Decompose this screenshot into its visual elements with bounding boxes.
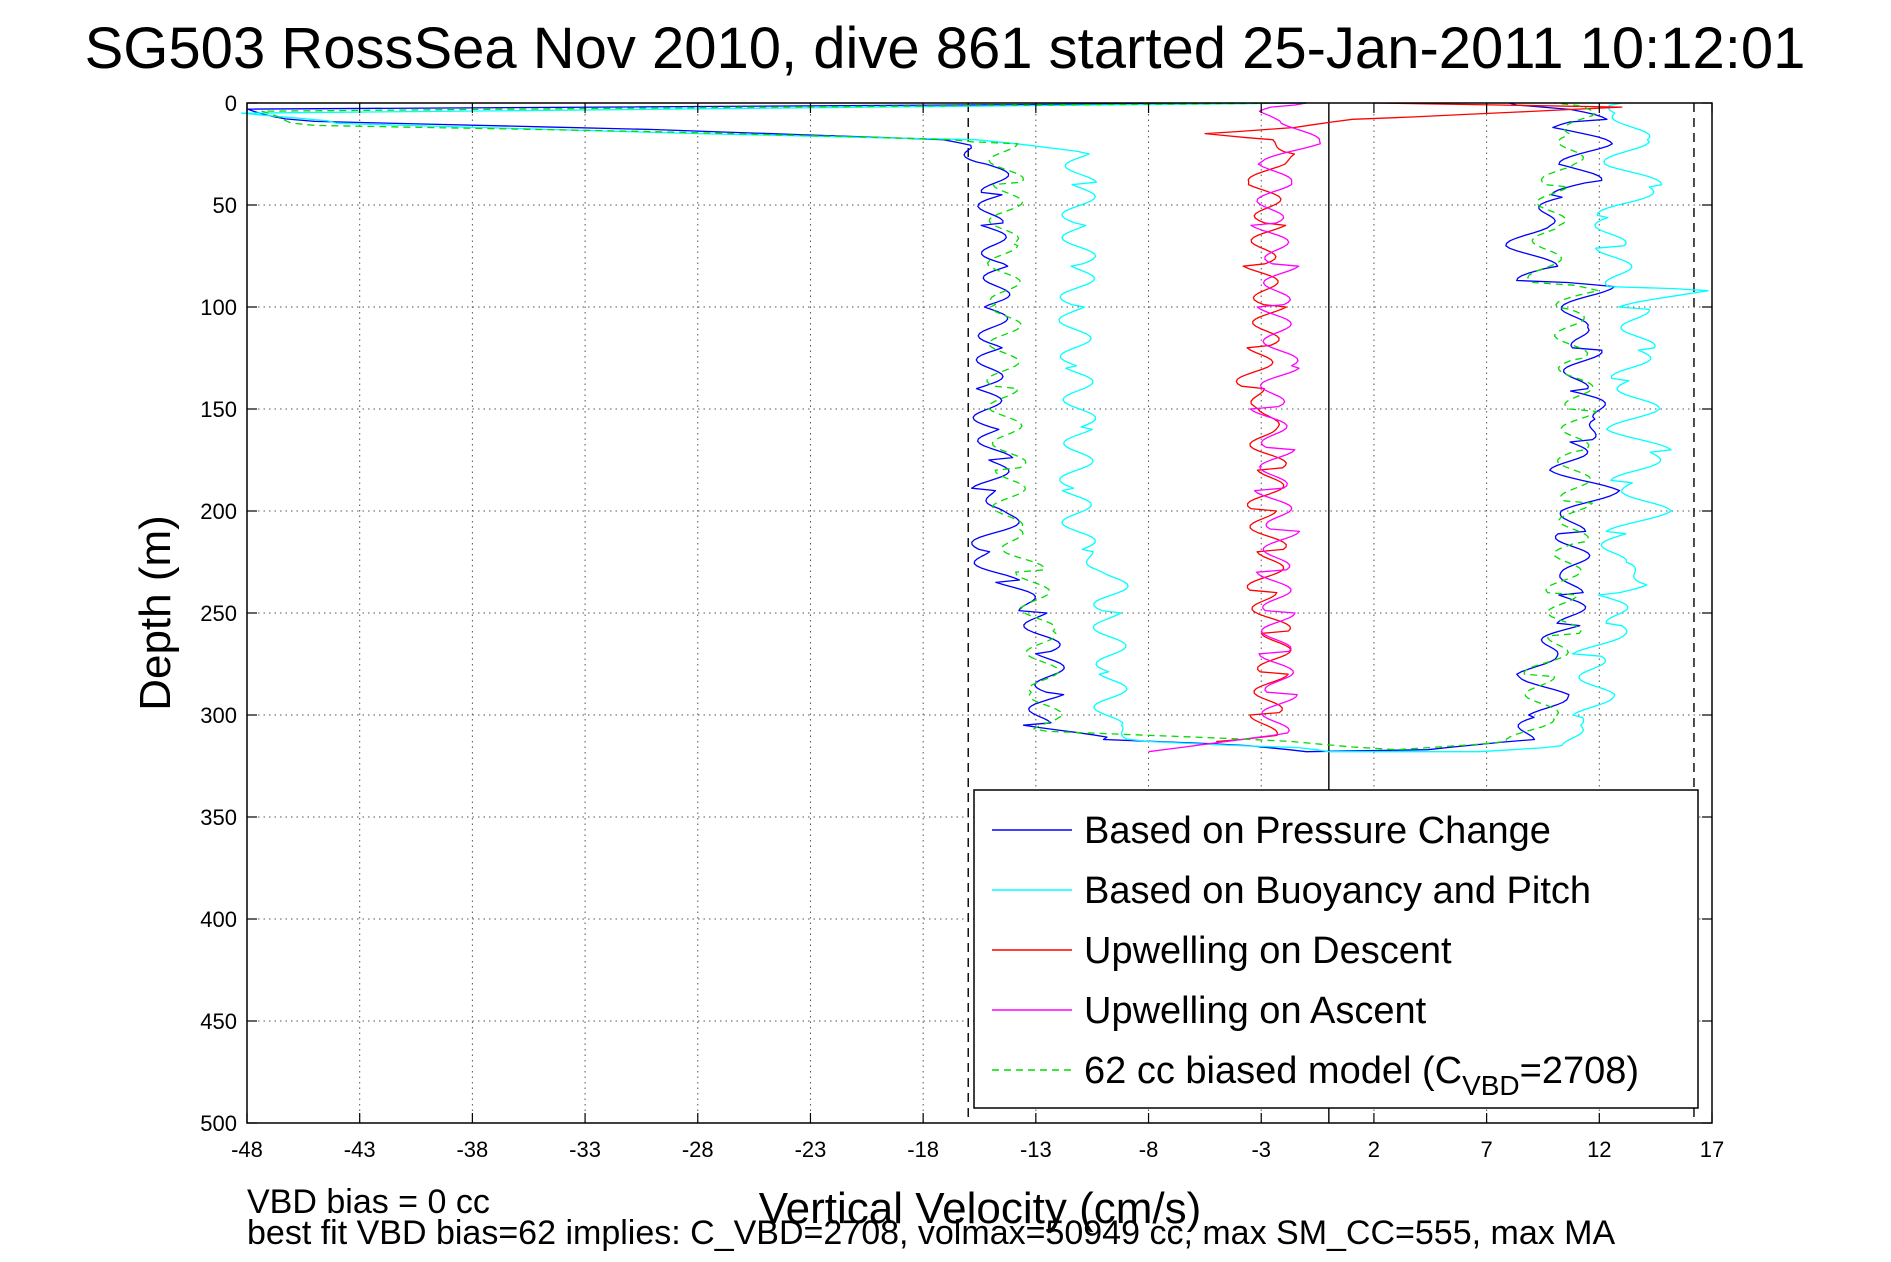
legend: Based on Pressure Change Based on Buoyanc…	[973, 789, 1699, 1109]
y-tick-label: 450	[200, 1009, 237, 1034]
legend-box	[973, 789, 1699, 1109]
x-tick-label: -48	[231, 1137, 263, 1162]
x-tick-label: -38	[456, 1137, 488, 1162]
x-tick-label: 12	[1587, 1137, 1611, 1162]
x-tick-label: -23	[795, 1137, 827, 1162]
y-tick-label: 150	[200, 397, 237, 422]
x-tick-label: 7	[1480, 1137, 1492, 1162]
legend-label-main: 62 cc biased model (C	[1084, 1050, 1462, 1092]
x-tick-label: -18	[907, 1137, 939, 1162]
axis-ticks	[246, 102, 1713, 1124]
legend-label: Based on Pressure Change	[1084, 810, 1551, 852]
y-tick-label: 250	[200, 601, 237, 626]
y-tick-label: 350	[200, 805, 237, 830]
x-tick-label: -43	[344, 1137, 376, 1162]
x-tick-label: -28	[682, 1137, 714, 1162]
legend-label-tail: =2708)	[1520, 1050, 1639, 1092]
footer-line-2: best fit VBD bias=62 implies: C_VBD=2708…	[247, 1214, 1616, 1252]
y-tick-label: 200	[200, 499, 237, 524]
series-line-4	[261, 102, 1600, 751]
x-axis-label: Vertical Velocity (cm/s)	[759, 1184, 1202, 1233]
x-tick-label: 2	[1368, 1137, 1380, 1162]
legend-label: Based on Buoyancy and Pitch	[1084, 870, 1591, 912]
y-tick-label: 100	[200, 295, 237, 320]
y-tick-label: 0	[225, 91, 237, 116]
legend-label: Upwelling on Ascent	[1084, 990, 1427, 1032]
series-line-1	[240, 102, 1709, 753]
x-tick-label: -3	[1251, 1137, 1271, 1162]
data-series	[240, 102, 1709, 753]
y-axis-label-group: Depth (m)	[131, 515, 180, 711]
x-tick-label: 17	[1700, 1137, 1724, 1162]
x-tick-label: -8	[1139, 1137, 1159, 1162]
legend-label: Upwelling on Descent	[1084, 930, 1452, 972]
x-tick-label: -13	[1020, 1137, 1052, 1162]
legend-label-subscript: VBD	[1462, 1070, 1520, 1101]
legend-label: 62 cc biased model (CVBD=2708)	[1084, 1050, 1639, 1101]
series-line-3	[1148, 102, 1321, 753]
y-tick-label: 300	[200, 703, 237, 728]
axis-tick-labels: -48 -43 -38 -33 -28 -23 -18 -13 -8 -3 2 7 12 17 0 50 100…	[200, 91, 1724, 1162]
y-axis-label: Depth (m)	[131, 515, 180, 711]
y-tick-label: 500	[200, 1111, 237, 1136]
x-tick-label: -33	[569, 1137, 601, 1162]
footer-line-1: VBD bias = 0 cc	[247, 1183, 490, 1221]
y-tick-label: 400	[200, 907, 237, 932]
y-tick-label: 50	[213, 193, 237, 218]
chart-title: SG503 RossSea Nov 2010, dive 861 started…	[85, 16, 1806, 81]
series-line-2	[1204, 102, 1623, 743]
